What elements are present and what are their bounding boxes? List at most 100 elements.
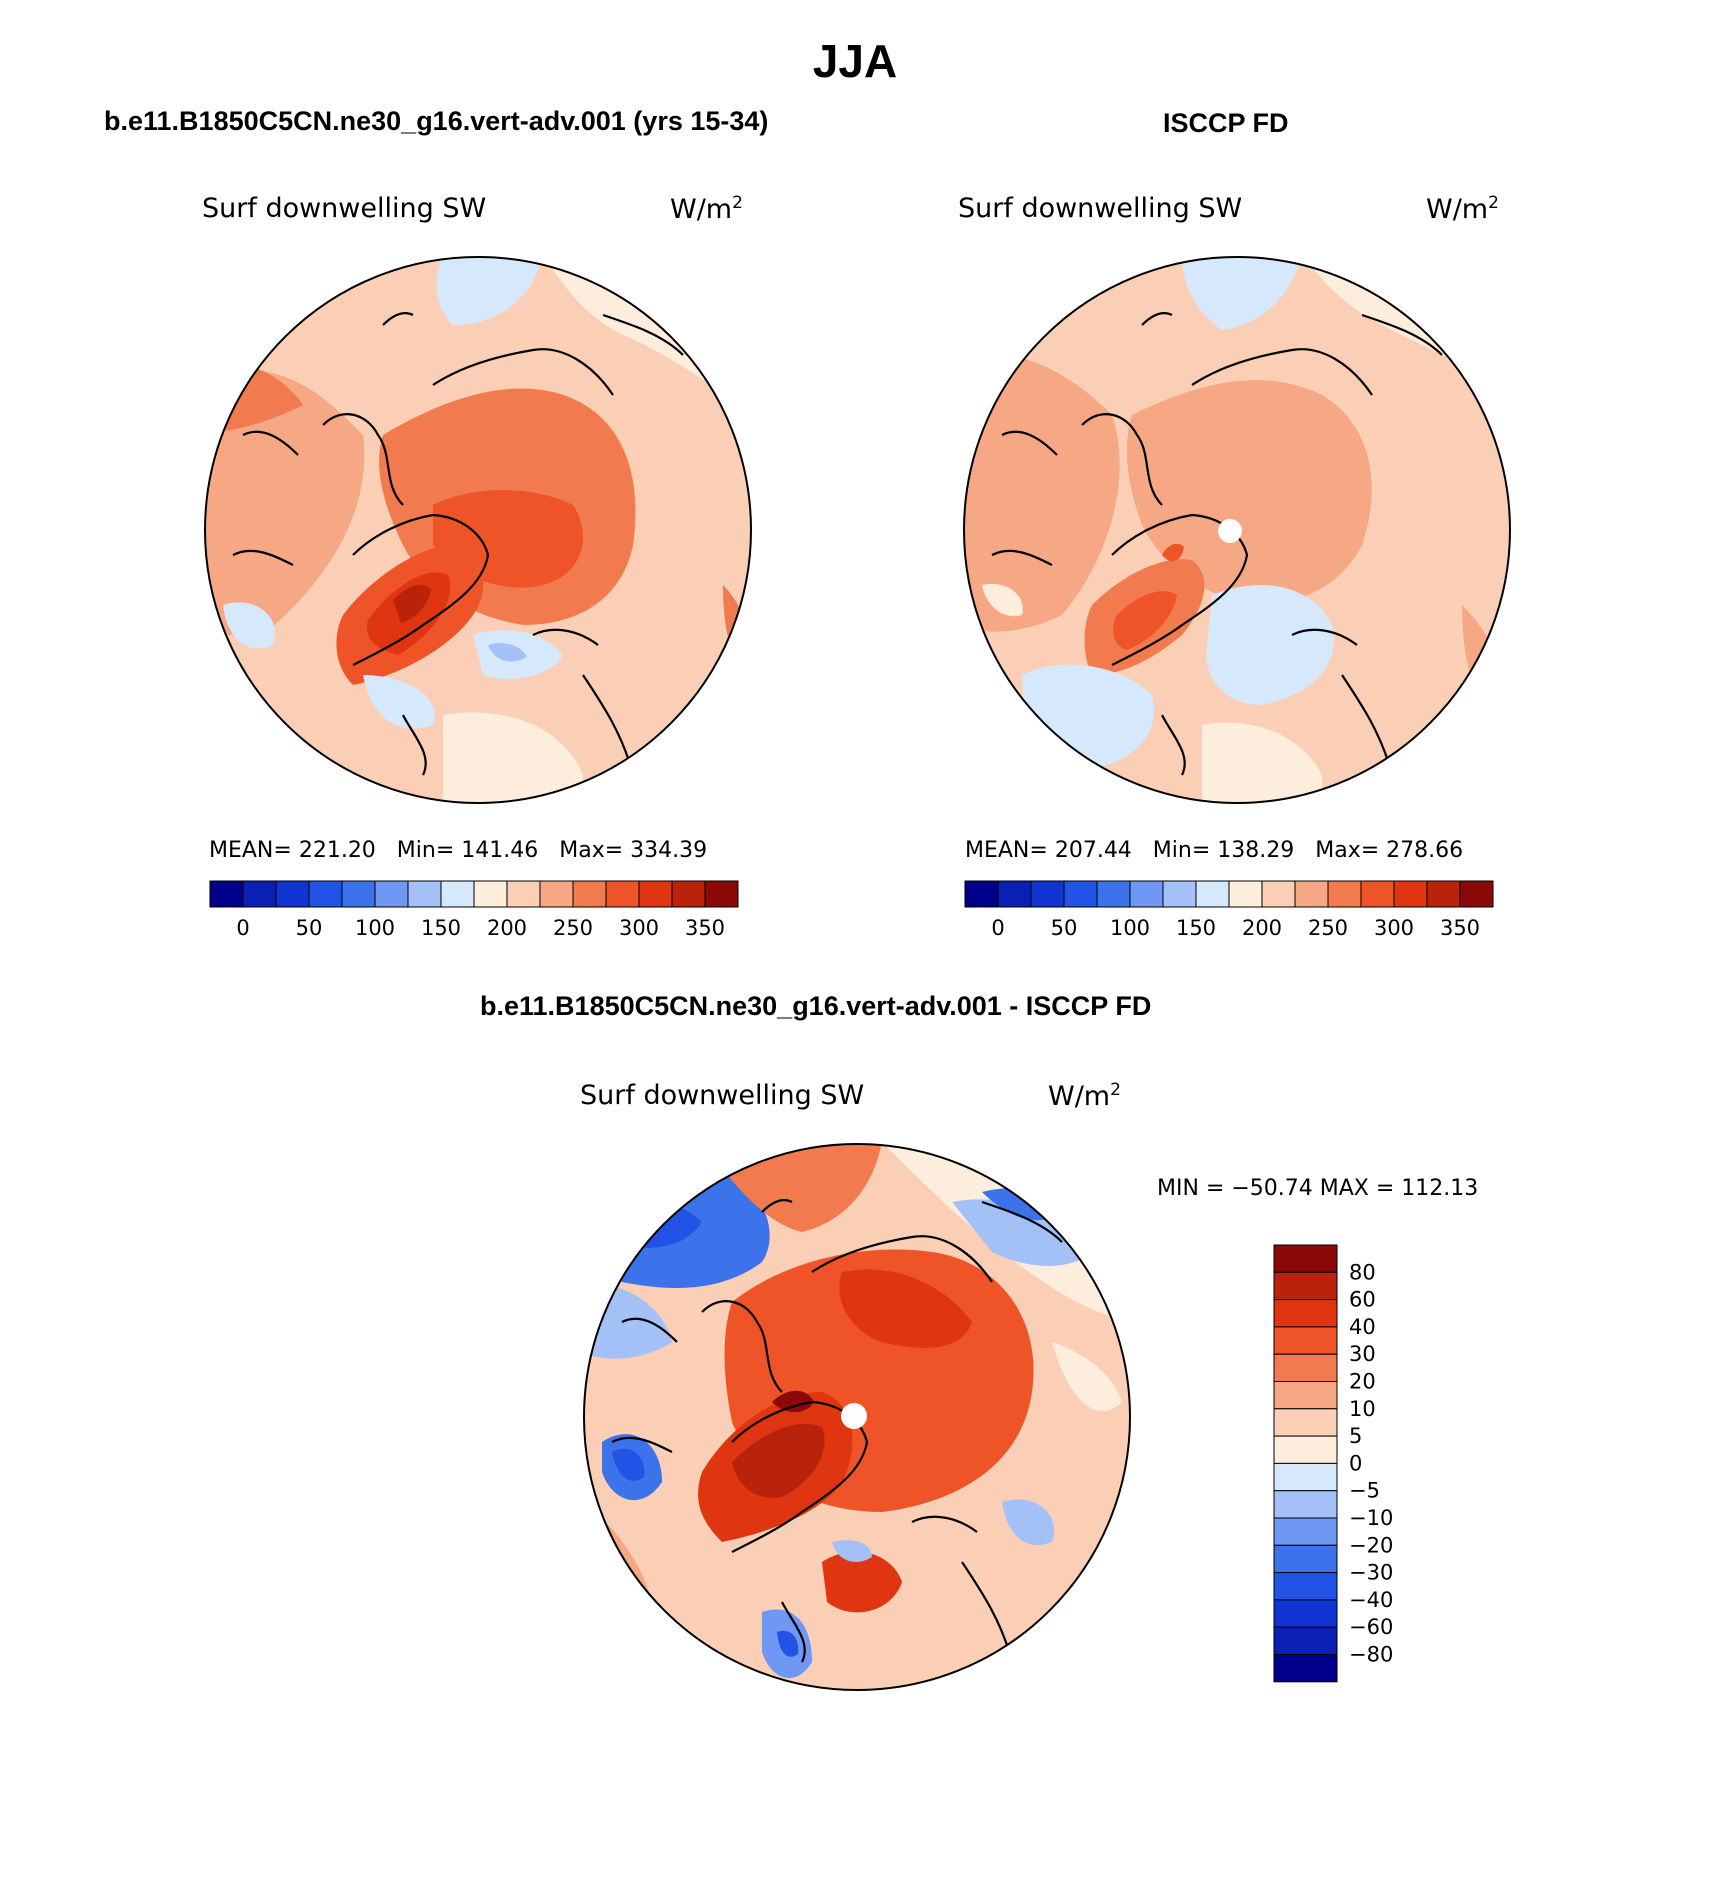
colorbar1-swatch (506, 880, 541, 908)
colorbar3-label: −30 (1349, 1561, 1393, 1585)
colorbar2-swatch (997, 880, 1032, 908)
map2-pole-missing (1218, 519, 1242, 543)
colorbar3-swatch (1273, 1244, 1338, 1273)
map3-field (1052, 1342, 1122, 1412)
colorbar2-swatch (964, 880, 999, 908)
map3-field (772, 1390, 814, 1413)
map2-field (1202, 722, 1322, 803)
panel2-polar-map (963, 256, 1511, 804)
map2-field (1162, 543, 1184, 562)
colorbar2-swatch (1327, 880, 1362, 908)
colorbar2-swatch (1096, 880, 1131, 908)
panel3-stats: MIN = −50.74 MAX = 112.13 (1157, 1176, 1479, 1201)
colorbar2-label: 0 (991, 916, 1004, 940)
panel2-heading: ISCCP FD (1163, 108, 1289, 138)
colorbar1-swatch (671, 880, 706, 908)
colorbar2-swatch (1426, 880, 1461, 908)
map2-coastline (991, 311, 1443, 776)
colorbar2-label: 200 (1242, 916, 1282, 940)
colorbar3-label: 40 (1349, 1315, 1376, 1339)
colorbar3-label: 80 (1349, 1260, 1376, 1284)
panel2-stats: MEAN= 207.44 Min= 138.29 Max= 278.66 (965, 838, 1464, 863)
colorbar3-label: −20 (1349, 1533, 1393, 1557)
figure-title: JJA (812, 35, 898, 87)
colorbar3-label: 60 (1349, 1288, 1376, 1312)
colorbar3-label: −80 (1349, 1643, 1393, 1667)
panel1-variable: Surf downwelling SW (202, 193, 487, 224)
map1-field (393, 584, 431, 623)
panel2-units: W/m2 (1426, 193, 1499, 225)
colorbar1-swatch (275, 880, 310, 908)
panel3-units: W/m2 (1048, 1080, 1121, 1112)
colorbar1-swatch (605, 880, 640, 908)
colorbar1-label: 150 (421, 916, 461, 940)
panel3-heading: b.e11.B1850C5CN.ne30_g16.vert-adv.001 - … (480, 991, 1152, 1021)
colorbar3-swatch (1273, 1353, 1338, 1382)
panel1-colorbar: 0 50 100 150 200 250 300 350 (209, 880, 739, 940)
colorbar1-swatch (440, 880, 475, 908)
colorbar1-label: 250 (553, 916, 593, 940)
colorbar2-label: 350 (1440, 916, 1480, 940)
colorbar3-swatch (1273, 1626, 1338, 1656)
map2-field (982, 584, 1023, 617)
colorbar1-swatch (539, 880, 574, 908)
map3-field (1002, 1499, 1054, 1546)
panel1-units: W/m2 (670, 193, 743, 225)
colorbar3-swatch (1273, 1326, 1338, 1355)
panel3-colorbar: 80 60 40 30 20 10 5 0 −5 −10 −20 −30 −40 −60 −80 (1273, 1244, 1393, 1683)
colorbar3-swatch (1273, 1654, 1338, 1683)
colorbar2-swatch (1030, 880, 1065, 908)
map3-field (832, 1540, 872, 1562)
colorbar2-swatch (1261, 880, 1296, 908)
panel1-heading: b.e11.B1850C5CN.ne30_g16.vert-adv.001 (y… (104, 106, 769, 136)
colorbar3-swatch (1273, 1599, 1338, 1628)
map1-field (205, 369, 365, 635)
map2-field (1206, 585, 1334, 705)
colorbar1-swatch (407, 880, 442, 908)
map3-coastline (611, 1198, 1063, 1663)
colorbar1-swatch (704, 880, 739, 908)
colorbar2-swatch (1228, 880, 1263, 908)
colorbar2-swatch (1162, 880, 1197, 908)
colorbar1-label: 50 (296, 916, 323, 940)
map3-field (777, 1630, 799, 1657)
panel2-variable: Surf downwelling SW (958, 193, 1243, 224)
colorbar1-label: 200 (487, 916, 527, 940)
colorbar3-swatch (1273, 1299, 1338, 1328)
panel3-polar-map (583, 1143, 1131, 1691)
map3-pole-missing (841, 1403, 867, 1429)
panel2-colorbar: 0 50 100 150 200 250 300 350 (964, 880, 1494, 940)
colorbar3-swatch (1273, 1490, 1338, 1519)
map1-field (443, 712, 583, 803)
colorbar2-swatch (1294, 880, 1329, 908)
colorbar2-swatch (1129, 880, 1164, 908)
map1-field (488, 643, 527, 662)
map2-field (1126, 380, 1372, 605)
colorbar1-swatch (209, 880, 244, 908)
colorbar3-label: 0 (1349, 1451, 1362, 1475)
colorbar2-swatch (1393, 880, 1428, 908)
colorbar1-label: 0 (236, 916, 249, 940)
colorbar2-swatch (1063, 880, 1098, 908)
map3-field (822, 1551, 902, 1613)
map2-field (964, 353, 1120, 632)
colorbar1-label: 300 (619, 916, 659, 940)
colorbar2-label: 300 (1374, 916, 1414, 940)
colorbar3-swatch (1273, 1381, 1338, 1410)
colorbar2-label: 50 (1051, 916, 1078, 940)
map2-field (1182, 257, 1302, 330)
colorbar3-swatch (1273, 1462, 1338, 1492)
colorbar2-label: 250 (1308, 916, 1348, 940)
colorbar3-label: −5 (1349, 1479, 1380, 1503)
colorbar3-label: 5 (1349, 1424, 1362, 1448)
map3-field (732, 1423, 825, 1498)
panel3-variable: Surf downwelling SW (580, 1080, 865, 1111)
colorbar3-swatch (1273, 1572, 1338, 1601)
map1-field (223, 602, 275, 649)
colorbar3-label: 10 (1349, 1397, 1376, 1421)
colorbar3-label: −40 (1349, 1588, 1393, 1612)
colorbar1-swatch (572, 880, 607, 908)
colorbar3-label: −10 (1349, 1506, 1393, 1530)
colorbar3-swatch (1273, 1517, 1338, 1546)
panel1-stats: MEAN= 221.20 Min= 141.46 Max= 334.39 (209, 838, 708, 863)
